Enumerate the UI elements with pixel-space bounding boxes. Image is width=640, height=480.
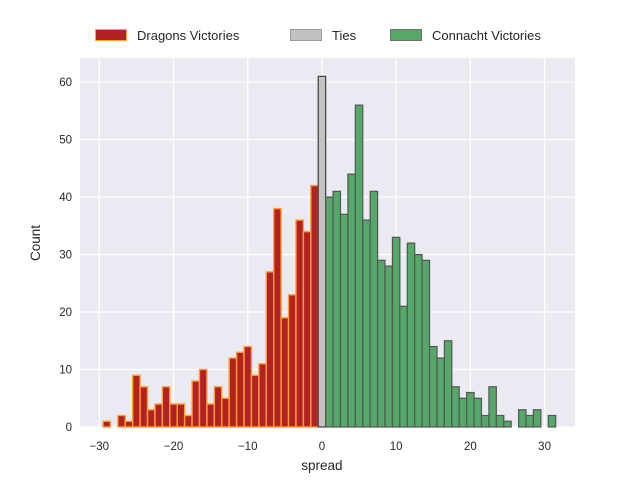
histogram-bar: [213, 386, 223, 428]
histogram-bar: [228, 357, 238, 428]
histogram-bar: [391, 236, 401, 428]
x-tick-label: 10: [390, 441, 403, 453]
histogram-bar: [443, 340, 453, 428]
legend-label-connacht: Connacht Victories: [432, 27, 541, 43]
histogram-bar: [503, 420, 512, 428]
histogram-bar: [376, 259, 386, 428]
histogram-bar: [399, 305, 408, 428]
histogram-bar: [146, 409, 156, 428]
x-tick-label: −30: [90, 441, 110, 453]
connacht-swatch-icon: [390, 29, 422, 41]
histogram-bar: [339, 213, 349, 428]
histogram-bar: [206, 403, 216, 428]
histogram-bar: [243, 345, 253, 428]
legend-item-connacht: Connacht Victories: [390, 27, 541, 43]
histogram-bar: [466, 391, 475, 428]
y-tick-label: 10: [59, 365, 72, 377]
histogram-bar: [250, 374, 260, 428]
histogram-bar: [102, 420, 112, 428]
histogram-bar: [480, 414, 490, 428]
histogram-bar: [295, 219, 305, 428]
histogram-bar: [362, 219, 371, 428]
x-tick-label: −20: [164, 441, 184, 453]
histogram-bar: [287, 294, 297, 428]
histogram-bar: [198, 368, 208, 428]
histogram-bar: [384, 265, 394, 428]
histogram-bar: [221, 397, 230, 428]
histogram-bar: [495, 414, 505, 428]
histogram-bar: [369, 190, 379, 428]
histogram-bar: [302, 230, 312, 428]
y-tick-label: 40: [59, 192, 72, 204]
histogram-bar: [191, 380, 201, 428]
histogram-bar: [124, 420, 134, 428]
legend: Dragons Victories Ties Connacht Victorie…: [0, 0, 640, 50]
y-tick-label: 20: [59, 307, 72, 319]
histogram-bar: [354, 104, 364, 428]
histogram-bar: [532, 409, 542, 428]
histogram-bar: [451, 386, 460, 428]
histogram-bar: [406, 242, 416, 428]
histogram-bar: [317, 75, 327, 428]
y-axis-label: Count: [28, 225, 43, 261]
histogram-bar: [473, 397, 483, 428]
histogram-bar: [169, 403, 178, 428]
histogram-bar: [272, 207, 282, 428]
histogram-bar: [176, 403, 186, 428]
histogram-bar: [139, 386, 149, 428]
histogram-bar: [421, 259, 431, 428]
x-tick-label: −10: [238, 441, 258, 453]
histogram-bar: [154, 403, 164, 428]
histogram-bar: [436, 357, 445, 428]
legend-item-ties: Ties: [290, 27, 356, 43]
x-tick-label: 0: [319, 441, 325, 453]
x-axis-label: spread: [301, 458, 342, 473]
histogram-bar: [265, 271, 275, 428]
histogram-bar: [131, 374, 141, 428]
histogram-bar: [161, 386, 171, 428]
dragons-swatch-icon: [95, 29, 127, 41]
histogram-bar: [258, 363, 267, 428]
legend-label-dragons: Dragons Victories: [137, 27, 240, 43]
histogram-bar: [280, 317, 290, 428]
legend-item-dragons: Dragons Victories: [95, 27, 239, 43]
x-tick-label: 20: [464, 441, 477, 453]
histogram-bar: [525, 414, 535, 428]
histogram-bar: [347, 173, 356, 428]
y-tick-label: 60: [59, 77, 72, 89]
histogram-bar: [310, 184, 319, 428]
histogram-bar: [488, 386, 497, 428]
histogram-bar: [235, 351, 245, 428]
histogram-bar: [183, 414, 193, 428]
y-tick-label: 0: [66, 422, 72, 434]
legend-label-ties: Ties: [332, 27, 357, 43]
histogram-bar: [458, 397, 468, 428]
histogram-bar: [547, 414, 557, 428]
histogram-bar: [517, 409, 527, 428]
histogram-bar: [332, 190, 342, 428]
y-tick-label: 30: [59, 250, 72, 262]
histogram-bar: [428, 345, 438, 428]
histogram-bar: [117, 414, 126, 428]
histogram-bar: [325, 196, 334, 428]
histogram-bar: [414, 253, 423, 428]
ties-swatch-icon: [290, 29, 322, 41]
y-tick-label: 50: [59, 135, 72, 147]
x-tick-label: 30: [538, 441, 551, 453]
